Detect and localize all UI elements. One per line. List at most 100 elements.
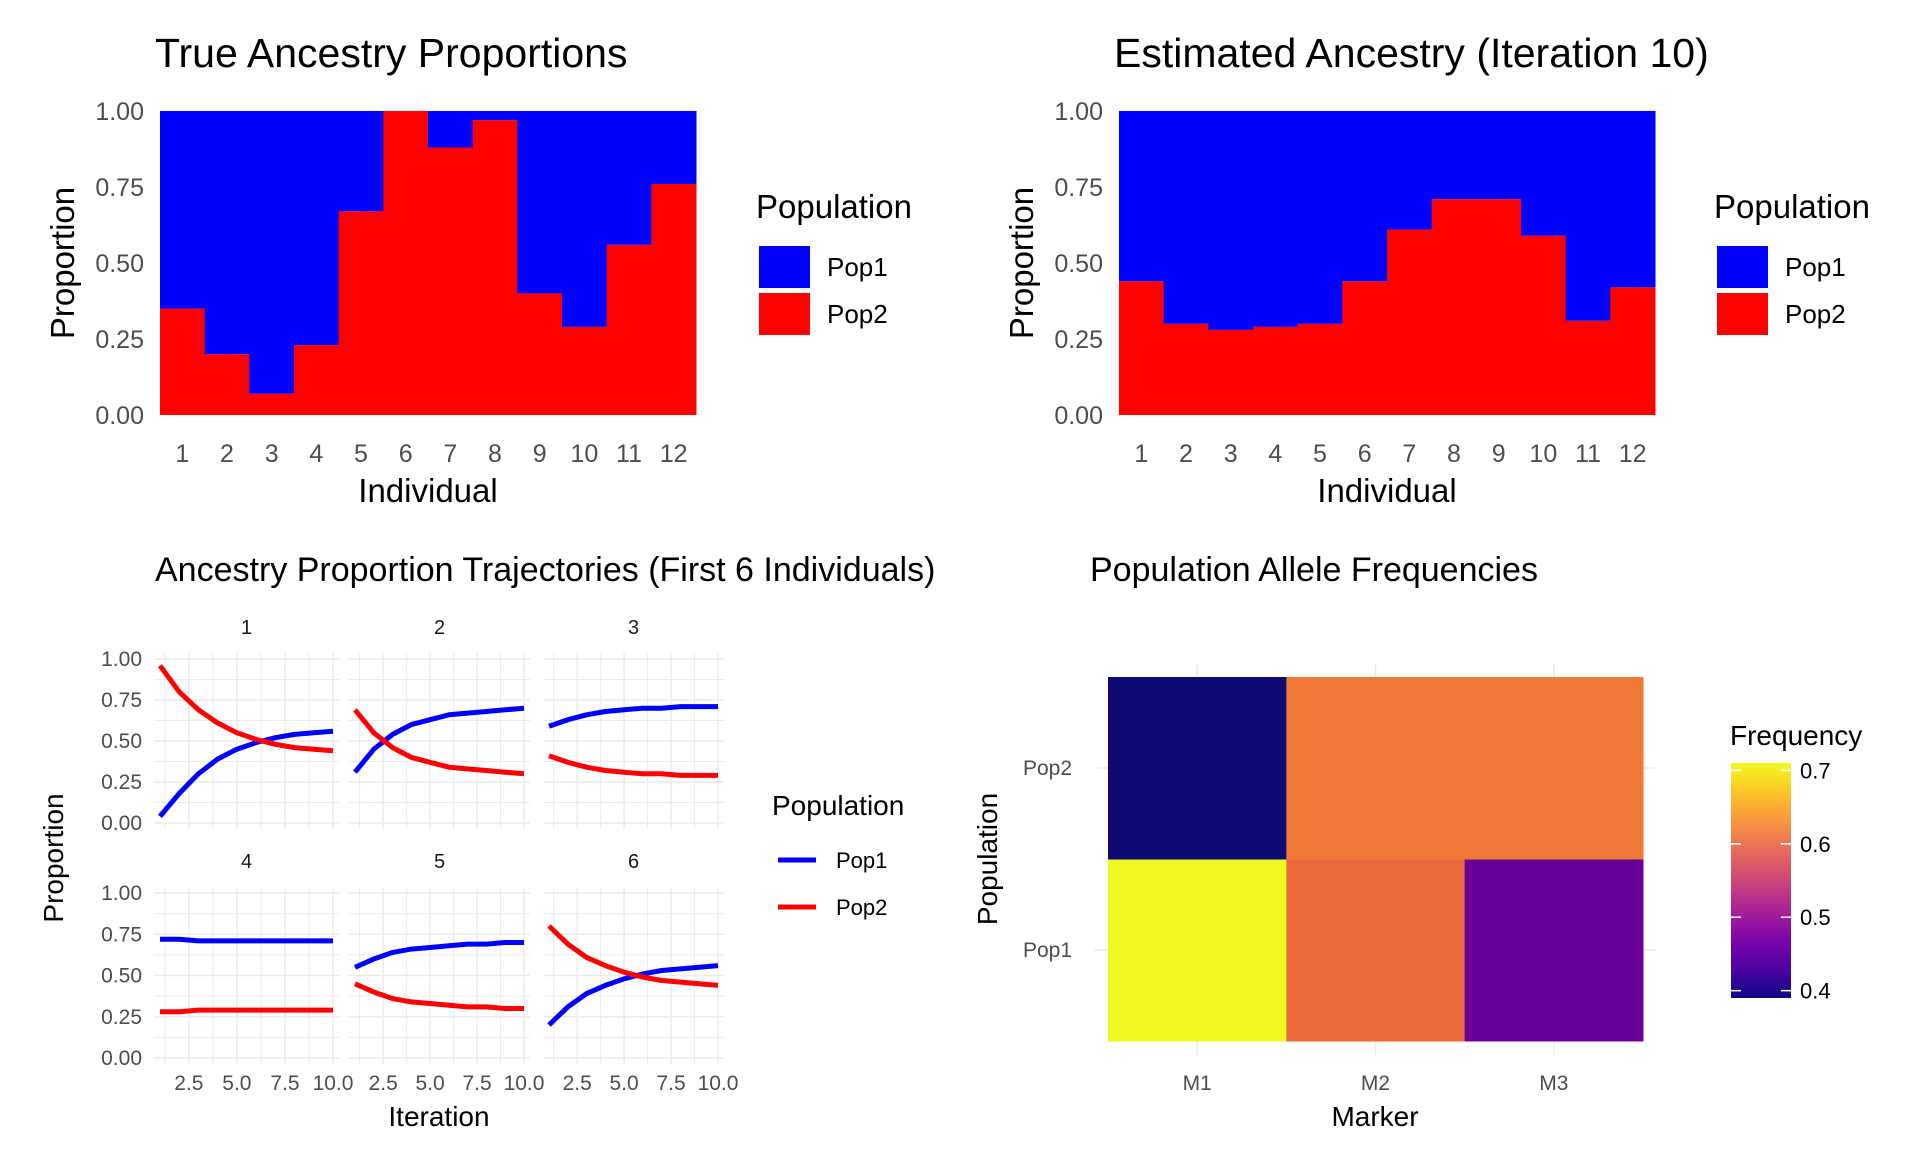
chart-title: Ancestry Proportion Trajectories (First … xyxy=(155,551,935,589)
facet-strip-label: 5 xyxy=(434,851,445,873)
line-pop2-facet-1 xyxy=(157,664,334,754)
line-pop2-facet-6 xyxy=(547,924,719,988)
bar-pop2-3 xyxy=(1208,329,1254,415)
heatmap-cell-m3-pop1 xyxy=(1464,859,1644,1042)
line-pop2-facet-2 xyxy=(353,708,525,777)
y-tick-label: 1.00 xyxy=(101,882,142,905)
bar-pop1-9 xyxy=(1476,111,1522,200)
x-tick-label: 6 xyxy=(399,440,413,468)
x-tick-label: M2 xyxy=(1361,1072,1390,1095)
bar-pop1-8 xyxy=(1431,111,1477,200)
stacked-bar-chart-2: 0.000.250.500.751.001 2 3 4 5 6 7 8 9 10 11 12Indiv… xyxy=(1003,30,1870,509)
x-axis-title: Individual xyxy=(358,472,497,509)
x-tick-label: 3 xyxy=(265,440,279,468)
bar-pop1-11 xyxy=(1565,111,1611,321)
x-tick-label: 10 xyxy=(570,440,598,468)
y-tick-label: 0.25 xyxy=(101,1006,142,1029)
y-tick-label: 0.50 xyxy=(101,730,142,753)
y-tick-label: 0.75 xyxy=(101,689,142,712)
x-tick-label: 8 xyxy=(488,440,502,468)
y-tick-label: 0.50 xyxy=(1054,250,1103,278)
x-tick-label: 10.0 xyxy=(313,1072,354,1095)
bar-pop1-2 xyxy=(1163,111,1209,324)
line-pop1-facet-1 xyxy=(158,728,334,819)
x-axis-title: Iteration xyxy=(388,1101,489,1132)
y-axis-title: Population xyxy=(972,793,1003,925)
x-tick-label: 8 xyxy=(1447,440,1461,468)
facet-strip-label: 1 xyxy=(241,617,252,639)
y-tick-label: 0.75 xyxy=(95,174,144,202)
legend-title: Population xyxy=(772,790,904,821)
bar-pop2-12 xyxy=(651,183,697,415)
bar-pop2-7 xyxy=(428,147,474,416)
chart-title: True Ancestry Proportions xyxy=(155,30,627,76)
bar-pop2-9 xyxy=(1476,199,1522,415)
facet-strip-label: 6 xyxy=(628,851,639,873)
x-tick-label: 2.5 xyxy=(563,1072,592,1095)
x-tick-label: 11 xyxy=(1575,440,1601,468)
bar-pop1-4 xyxy=(294,111,340,346)
x-tick-label: 2.5 xyxy=(369,1072,398,1095)
bar-pop1-8 xyxy=(472,111,518,121)
bar-pop1-12 xyxy=(651,111,697,184)
x-tick-label: 12 xyxy=(660,440,688,468)
bar-pop2-6 xyxy=(1342,281,1388,415)
y-tick-label: 0.25 xyxy=(101,771,142,794)
legend-label-pop1: Pop1 xyxy=(836,848,887,873)
colorbar-tick-label: 0.7 xyxy=(1800,758,1831,783)
x-tick-label: 9 xyxy=(533,440,547,468)
y-axis-title: Proportion xyxy=(44,187,81,339)
colorbar-tick-label: 0.4 xyxy=(1800,979,1831,1004)
facet-strip-label: 2 xyxy=(434,617,445,639)
y-tick-label: 1.00 xyxy=(1054,98,1103,126)
bar-pop1-6 xyxy=(1342,111,1388,282)
y-tick-label: 0.50 xyxy=(101,965,142,988)
x-tick-label: 5.0 xyxy=(416,1072,445,1095)
y-tick-label: 0.25 xyxy=(95,326,144,354)
x-tick-label: 2 xyxy=(220,440,234,468)
bar-pop2-3 xyxy=(249,393,295,415)
bar-pop2-10 xyxy=(1521,235,1567,415)
legend-key-pop1 xyxy=(759,246,810,288)
heatmap-cell-m1-pop2 xyxy=(1108,677,1287,860)
bar-pop2-12 xyxy=(1610,287,1656,415)
x-tick-label: 5.0 xyxy=(222,1072,251,1095)
y-tick-label: 0.25 xyxy=(1054,326,1103,354)
y-axis-title: Proportion xyxy=(1003,187,1040,339)
bar-pop1-2 xyxy=(204,111,250,355)
bar-pop1-7 xyxy=(428,111,474,148)
bar-pop2-1 xyxy=(1119,281,1165,415)
x-tick-label: 5 xyxy=(354,440,368,468)
colorbar-tick-label: 0.6 xyxy=(1800,832,1831,857)
bar-pop2-6 xyxy=(383,111,429,415)
chart-title: Estimated Ancestry (Iteration 10) xyxy=(1114,30,1709,76)
bar-pop1-10 xyxy=(562,111,608,327)
line-pop1-facet-3 xyxy=(548,704,718,729)
x-axis-title: Marker xyxy=(1331,1101,1418,1132)
x-tick-label: 5.0 xyxy=(610,1072,639,1095)
chart-title: Population Allele Frequencies xyxy=(1090,551,1538,589)
x-tick-label: M3 xyxy=(1539,1072,1568,1095)
facet-panel-4: 4 xyxy=(154,851,339,1064)
x-tick-label: 7.5 xyxy=(270,1072,299,1095)
facet-panel-1: 1 xyxy=(154,617,339,829)
x-tick-label: 9 xyxy=(1492,440,1506,468)
heatmap-cell-m3-pop2 xyxy=(1464,677,1644,860)
line-pop1-facet-4 xyxy=(160,936,333,944)
bar-pop1-7 xyxy=(1387,111,1433,230)
x-tick-label: 7 xyxy=(443,440,457,468)
facet-strip-label: 4 xyxy=(241,851,252,873)
x-tick-label: 7.5 xyxy=(462,1072,491,1095)
y-tick-label: 0.00 xyxy=(101,1047,142,1070)
x-tick-label: 10.0 xyxy=(698,1072,739,1095)
legend-key-pop2 xyxy=(759,293,810,335)
x-tick-label: 11 xyxy=(616,440,642,468)
bar-pop2-5 xyxy=(1297,323,1343,415)
legend-label-pop1: Pop1 xyxy=(1785,252,1846,282)
bar-pop2-9 xyxy=(517,293,563,415)
y-tick-label: 0.75 xyxy=(101,923,142,946)
legend-title: Population xyxy=(756,188,912,225)
legend-label-pop2: Pop2 xyxy=(1785,299,1846,329)
trajectory-line-chart: 1 2 3 4 5 6 0.00 0.25 0.50 0.75 1.00 0.00 0.25 0.50 0.… xyxy=(38,551,935,1132)
